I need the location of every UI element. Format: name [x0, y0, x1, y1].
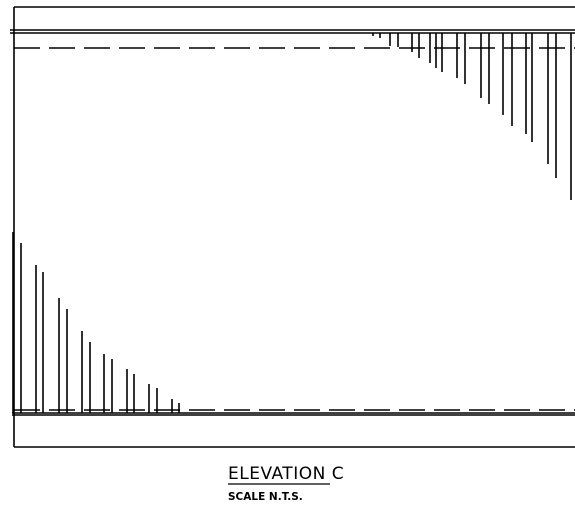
- top-hanging-members: [372, 33, 572, 200]
- drawing-scale: SCALE N.T.S.: [228, 491, 303, 503]
- drawing-title: ELEVATION C: [228, 464, 344, 484]
- title-block: ELEVATION C SCALE N.T.S.: [228, 464, 344, 503]
- bottom-beam: [12, 409, 575, 416]
- bottom-rising-members: [12, 232, 180, 413]
- outer-frame: [13, 6, 575, 448]
- top-beam: [10, 29, 575, 49]
